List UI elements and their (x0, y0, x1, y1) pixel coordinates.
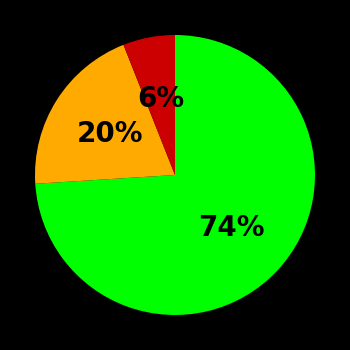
Wedge shape (35, 45, 175, 184)
Text: 74%: 74% (198, 214, 264, 242)
Wedge shape (35, 35, 315, 315)
Wedge shape (124, 35, 175, 175)
Text: 6%: 6% (137, 85, 184, 113)
Text: 20%: 20% (77, 120, 143, 148)
